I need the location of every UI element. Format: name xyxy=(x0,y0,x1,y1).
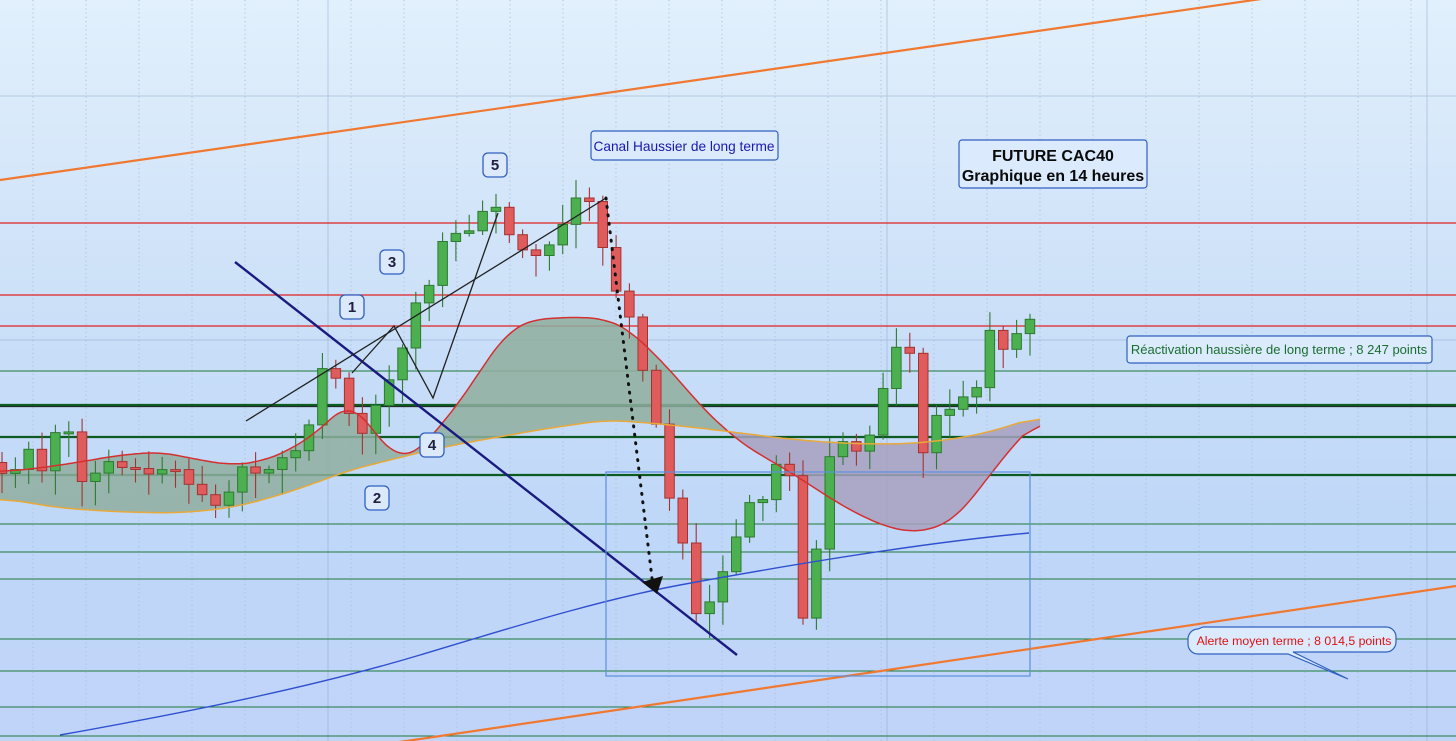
svg-text:2: 2 xyxy=(373,490,381,507)
svg-text:FUTURE CAC40: FUTURE CAC40 xyxy=(992,148,1114,165)
svg-text:Canal Haussier de long terme: Canal Haussier de long terme xyxy=(593,139,774,154)
svg-text:5: 5 xyxy=(491,157,499,174)
svg-text:4: 4 xyxy=(428,437,437,454)
svg-text:Réactivation haussière de long: Réactivation haussière de long terme ; 8… xyxy=(1131,342,1428,357)
svg-text:Alerte moyen terme ; 8 014,5 p: Alerte moyen terme ; 8 014,5 points xyxy=(1197,634,1392,648)
svg-text:3: 3 xyxy=(388,254,396,271)
svg-text:1: 1 xyxy=(348,299,356,316)
svg-text:Graphique en 14 heures: Graphique en 14 heures xyxy=(962,168,1144,185)
